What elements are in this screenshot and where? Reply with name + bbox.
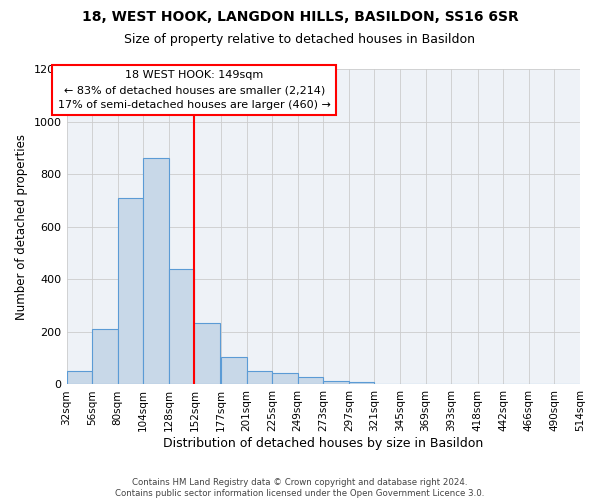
Text: 18, WEST HOOK, LANGDON HILLS, BASILDON, SS16 6SR: 18, WEST HOOK, LANGDON HILLS, BASILDON, … [82,10,518,24]
Bar [323,380,349,384]
Bar [298,376,323,384]
Bar [67,372,92,384]
Text: 18 WEST HOOK: 149sqm
← 83% of detached houses are smaller (2,214)
17% of semi-de: 18 WEST HOOK: 149sqm ← 83% of detached h… [58,70,331,110]
Bar [143,158,169,384]
Bar [247,372,272,384]
Y-axis label: Number of detached properties: Number of detached properties [15,134,28,320]
Bar [272,372,298,384]
Text: Contains HM Land Registry data © Crown copyright and database right 2024.
Contai: Contains HM Land Registry data © Crown c… [115,478,485,498]
Bar [221,357,247,384]
Bar [194,322,220,384]
Bar [349,382,374,384]
Text: Size of property relative to detached houses in Basildon: Size of property relative to detached ho… [125,32,476,46]
Bar [118,198,143,384]
Bar [169,269,194,384]
Bar [92,330,118,384]
X-axis label: Distribution of detached houses by size in Basildon: Distribution of detached houses by size … [163,437,484,450]
